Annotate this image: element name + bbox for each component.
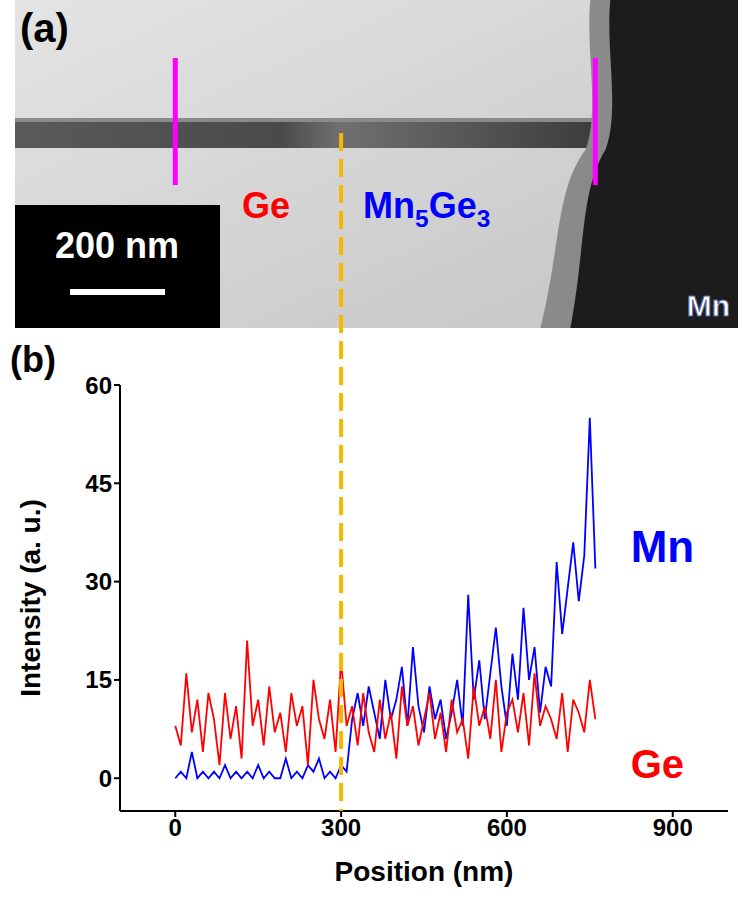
svg-text:Ge: Ge [631, 742, 684, 786]
svg-text:45: 45 [85, 470, 112, 497]
svg-text:Position (nm): Position (nm) [335, 856, 514, 887]
svg-text:Mn5Ge3: Mn5Ge3 [363, 185, 490, 232]
svg-text:(a): (a) [20, 6, 69, 50]
svg-text:0: 0 [99, 765, 112, 792]
svg-text:0: 0 [169, 814, 182, 841]
svg-text:Mn: Mn [631, 522, 695, 571]
svg-text:30: 30 [85, 568, 112, 595]
svg-text:300: 300 [321, 814, 361, 841]
svg-text:60: 60 [85, 372, 112, 399]
svg-text:Intensity (a. u.): Intensity (a. u.) [15, 499, 46, 697]
svg-text:200 nm: 200 nm [55, 225, 179, 266]
svg-text:(b): (b) [10, 339, 56, 380]
svg-text:600: 600 [487, 814, 527, 841]
svg-text:Ge: Ge [242, 185, 290, 226]
svg-text:900: 900 [653, 814, 693, 841]
svg-text:Mn: Mn [687, 289, 730, 322]
svg-text:15: 15 [85, 666, 112, 693]
